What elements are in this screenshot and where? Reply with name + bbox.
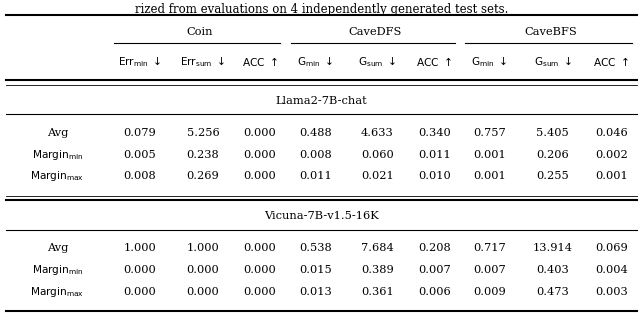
Text: 0.001: 0.001 <box>474 171 506 181</box>
Text: 0.238: 0.238 <box>187 150 220 160</box>
Text: 0.010: 0.010 <box>418 171 451 181</box>
Text: 13.914: 13.914 <box>532 243 573 253</box>
Text: 0.007: 0.007 <box>418 265 451 275</box>
Text: 0.269: 0.269 <box>187 171 220 181</box>
Text: $\mathrm{ACC}$ $\uparrow$: $\mathrm{ACC}$ $\uparrow$ <box>593 55 629 68</box>
Text: 0.000: 0.000 <box>124 265 156 275</box>
Text: rized from evaluations on 4 independently generated test sets.: rized from evaluations on 4 independentl… <box>135 3 508 16</box>
Text: 1.000: 1.000 <box>187 243 220 253</box>
Text: 4.633: 4.633 <box>361 128 394 138</box>
Text: 0.389: 0.389 <box>361 265 394 275</box>
Text: 0.079: 0.079 <box>124 128 156 138</box>
Text: 0.000: 0.000 <box>187 265 220 275</box>
Text: Coin: Coin <box>187 27 213 37</box>
Text: 0.011: 0.011 <box>418 150 451 160</box>
Text: $\mathrm{Err_{sum}}$ $\downarrow$: $\mathrm{Err_{sum}}$ $\downarrow$ <box>180 54 226 69</box>
Text: 0.013: 0.013 <box>300 287 332 297</box>
Text: Avg: Avg <box>47 128 68 138</box>
Text: 0.069: 0.069 <box>595 243 628 253</box>
Text: 0.001: 0.001 <box>595 171 628 181</box>
Text: $\mathrm{Margin_{min}}$: $\mathrm{Margin_{min}}$ <box>32 263 83 277</box>
Text: CaveBFS: CaveBFS <box>524 27 577 37</box>
Text: 0.208: 0.208 <box>418 243 451 253</box>
Text: 7.684: 7.684 <box>361 243 394 253</box>
Text: $\mathrm{G_{sum}}$ $\downarrow$: $\mathrm{G_{sum}}$ $\downarrow$ <box>358 54 396 69</box>
Text: 0.361: 0.361 <box>361 287 394 297</box>
Text: 0.046: 0.046 <box>595 128 628 138</box>
Text: $\mathrm{G_{sum}}$ $\downarrow$: $\mathrm{G_{sum}}$ $\downarrow$ <box>534 54 572 69</box>
Text: 0.015: 0.015 <box>300 265 332 275</box>
Text: 0.060: 0.060 <box>361 150 394 160</box>
Text: Avg: Avg <box>47 243 68 253</box>
Text: 0.000: 0.000 <box>244 287 276 297</box>
Text: 0.717: 0.717 <box>474 243 506 253</box>
Text: $\mathrm{G_{min}}$ $\downarrow$: $\mathrm{G_{min}}$ $\downarrow$ <box>298 54 334 69</box>
Text: 0.488: 0.488 <box>300 128 332 138</box>
Text: 0.340: 0.340 <box>418 128 451 138</box>
Text: 0.000: 0.000 <box>187 287 220 297</box>
Text: 0.008: 0.008 <box>124 171 156 181</box>
Text: 0.000: 0.000 <box>244 243 276 253</box>
Text: $\mathrm{ACC}$ $\uparrow$: $\mathrm{ACC}$ $\uparrow$ <box>242 55 278 68</box>
Text: 0.000: 0.000 <box>244 128 276 138</box>
Text: 0.757: 0.757 <box>474 128 506 138</box>
Text: 5.405: 5.405 <box>536 128 569 138</box>
Text: 0.004: 0.004 <box>595 265 628 275</box>
Text: $\mathrm{Margin_{max}}$: $\mathrm{Margin_{max}}$ <box>31 169 84 183</box>
Text: 5.256: 5.256 <box>187 128 220 138</box>
Text: 0.011: 0.011 <box>300 171 332 181</box>
Text: 0.007: 0.007 <box>474 265 506 275</box>
Text: $\mathrm{Err_{min}}$ $\downarrow$: $\mathrm{Err_{min}}$ $\downarrow$ <box>118 54 162 69</box>
Text: 0.003: 0.003 <box>595 287 628 297</box>
Text: 0.473: 0.473 <box>536 287 569 297</box>
Text: $\mathrm{G_{min}}$ $\downarrow$: $\mathrm{G_{min}}$ $\downarrow$ <box>472 54 508 69</box>
Text: 0.021: 0.021 <box>361 171 394 181</box>
Text: 0.000: 0.000 <box>244 171 276 181</box>
Text: 0.206: 0.206 <box>536 150 569 160</box>
Text: 0.255: 0.255 <box>536 171 569 181</box>
Text: CaveDFS: CaveDFS <box>348 27 401 37</box>
Text: 0.009: 0.009 <box>474 287 506 297</box>
Text: $\mathrm{Margin_{min}}$: $\mathrm{Margin_{min}}$ <box>32 148 83 162</box>
Text: 0.000: 0.000 <box>244 265 276 275</box>
Text: 0.000: 0.000 <box>244 150 276 160</box>
Text: 0.403: 0.403 <box>536 265 569 275</box>
Text: $\mathrm{ACC}$ $\uparrow$: $\mathrm{ACC}$ $\uparrow$ <box>416 55 452 68</box>
Text: 0.000: 0.000 <box>124 287 156 297</box>
Text: Llama2-7B-chat: Llama2-7B-chat <box>276 96 367 106</box>
Text: 0.005: 0.005 <box>124 150 156 160</box>
Text: 0.001: 0.001 <box>474 150 506 160</box>
Text: $\mathrm{Margin_{max}}$: $\mathrm{Margin_{max}}$ <box>31 285 84 299</box>
Text: 0.538: 0.538 <box>300 243 332 253</box>
Text: 0.008: 0.008 <box>300 150 332 160</box>
Text: Vicuna-7B-v1.5-16K: Vicuna-7B-v1.5-16K <box>264 211 379 221</box>
Text: 0.002: 0.002 <box>595 150 628 160</box>
Text: 1.000: 1.000 <box>124 243 156 253</box>
Text: 0.006: 0.006 <box>418 287 451 297</box>
